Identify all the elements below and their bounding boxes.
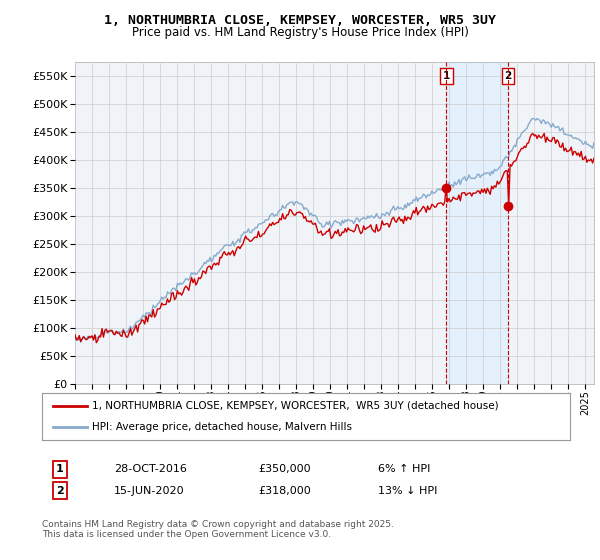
Text: £350,000: £350,000: [258, 464, 311, 474]
Bar: [446, 62, 508, 384]
Text: 13% ↓ HPI: 13% ↓ HPI: [378, 486, 437, 496]
Text: 2: 2: [505, 71, 512, 81]
Text: Contains HM Land Registry data © Crown copyright and database right 2025.
This d: Contains HM Land Registry data © Crown c…: [42, 520, 394, 539]
Text: 6% ↑ HPI: 6% ↑ HPI: [378, 464, 430, 474]
Text: 15-JUN-2020: 15-JUN-2020: [114, 486, 185, 496]
Text: 28-OCT-2016: 28-OCT-2016: [114, 464, 187, 474]
Text: 1: 1: [56, 464, 64, 474]
Text: 1, NORTHUMBRIA CLOSE, KEMPSEY, WORCESTER,  WR5 3UY (detached house): 1, NORTHUMBRIA CLOSE, KEMPSEY, WORCESTER…: [92, 400, 499, 410]
Text: Price paid vs. HM Land Registry's House Price Index (HPI): Price paid vs. HM Land Registry's House …: [131, 26, 469, 39]
Text: £318,000: £318,000: [258, 486, 311, 496]
Text: 1: 1: [443, 71, 450, 81]
Text: 1, NORTHUMBRIA CLOSE, KEMPSEY, WORCESTER, WR5 3UY: 1, NORTHUMBRIA CLOSE, KEMPSEY, WORCESTER…: [104, 14, 496, 27]
Text: HPI: Average price, detached house, Malvern Hills: HPI: Average price, detached house, Malv…: [92, 422, 352, 432]
Text: 2: 2: [56, 486, 64, 496]
